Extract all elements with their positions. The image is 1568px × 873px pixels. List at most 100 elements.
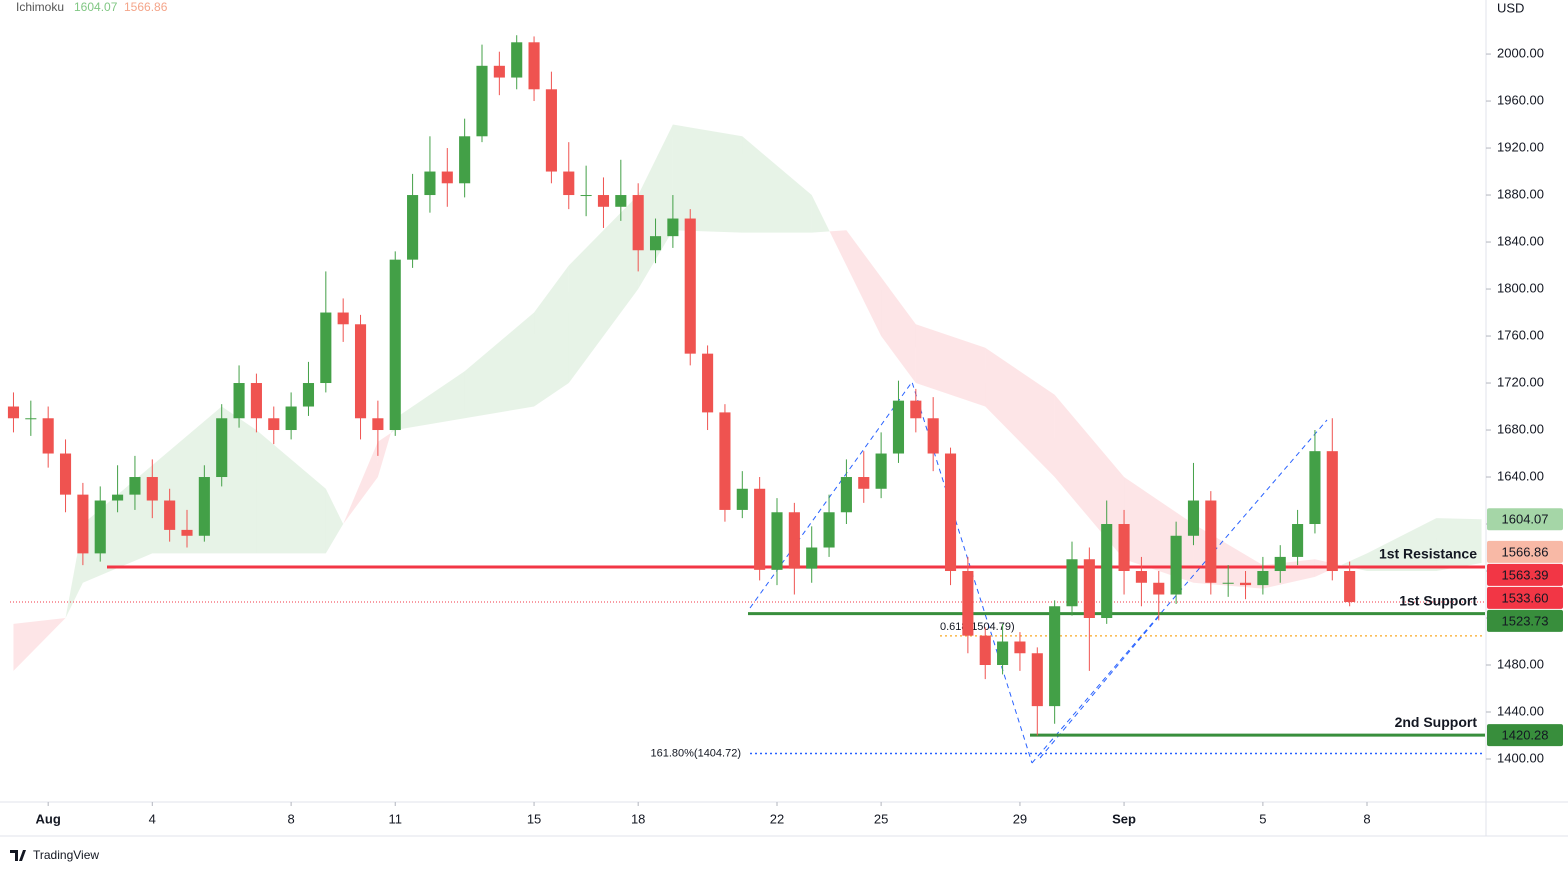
candle-body (944, 453, 957, 572)
candle-body (702, 353, 714, 413)
y-tick-label: 1960.00 (1497, 92, 1544, 107)
candle-body (268, 418, 280, 431)
cloud-segment (829, 230, 847, 266)
candle-body (1344, 571, 1356, 603)
candle-body (77, 494, 89, 554)
level-layer: 161.80%(1404.72) 0.618(1504.79) 1st Resist… (10, 546, 1485, 759)
candle-body (806, 547, 818, 569)
x-tick-label: 15 (527, 811, 541, 826)
x-tick-label: 18 (631, 811, 645, 826)
cloud-segment (256, 430, 326, 554)
candle-body (198, 477, 210, 536)
candle-body (216, 418, 228, 478)
candle-body (476, 65, 488, 137)
candle-body (771, 512, 783, 570)
candle-body (1101, 524, 1113, 619)
price-badge-label: 1533.60 (1502, 590, 1549, 605)
candle-body (858, 477, 870, 489)
price-badge-label: 1566.86 (1502, 544, 1549, 559)
candle-body (875, 453, 887, 489)
level-label: 1st Resistance (1379, 546, 1477, 562)
candle-body (1014, 641, 1026, 654)
candle-body (1292, 524, 1304, 557)
candle-body (1326, 451, 1338, 572)
fib-label: 161.80%(1404.72) (650, 747, 741, 759)
cloud-segment (464, 312, 535, 419)
candle-body (1066, 559, 1078, 607)
candle-body (754, 488, 766, 570)
price-badge-label: 1523.73 (1502, 613, 1549, 628)
x-tick-label: 8 (288, 811, 295, 826)
cloud-segment (221, 406, 257, 554)
candle-body (59, 453, 72, 495)
cloud-segment (325, 488, 344, 554)
cloud-segment (568, 195, 639, 384)
fib-label: 0.618(1504.79) (940, 621, 1015, 633)
candle-body (1153, 582, 1165, 595)
candle-body (1049, 606, 1061, 707)
candle-body (1083, 559, 1095, 619)
cloud-segment (672, 124, 743, 233)
cloud-segment (811, 195, 830, 233)
candle-body (112, 494, 124, 501)
candle-body (511, 42, 523, 78)
candle-body (910, 400, 922, 419)
candle-body (1170, 535, 1182, 595)
price-badge (1487, 724, 1563, 747)
candle-body (563, 171, 575, 196)
candle-body (962, 571, 974, 636)
brand-logo (10, 850, 26, 861)
x-tick-label: 8 (1363, 811, 1370, 826)
candle-body (1135, 571, 1147, 583)
candle-body (597, 195, 610, 207)
candle-body (1031, 653, 1043, 707)
brand-name: TradingView (33, 848, 99, 862)
cloud-segment (1436, 518, 1482, 572)
candle-body (320, 312, 332, 384)
y-tick-label: 1400.00 (1497, 750, 1544, 765)
indicator-value: 1566.86 (124, 0, 168, 14)
candle-body (823, 512, 835, 548)
candle-body (285, 406, 297, 431)
candle-body (1118, 524, 1130, 572)
candle-body (719, 412, 731, 510)
cloud-segment (343, 441, 378, 525)
indicator-value: 1604.07 (74, 0, 118, 14)
candle-body (528, 42, 540, 90)
candle-body (372, 418, 384, 431)
y-tick-label: 1440.00 (1497, 703, 1544, 718)
candle-body (129, 477, 141, 495)
x-tick-label: 29 (1013, 811, 1027, 826)
candle-body (997, 641, 1009, 666)
x-tick-label: 22 (770, 811, 784, 826)
candle-body (892, 400, 905, 454)
candle-body (25, 418, 37, 420)
price-badge (1487, 563, 1563, 586)
cloud-segment (915, 324, 986, 407)
candle-body (302, 383, 315, 407)
candle-body (7, 406, 20, 419)
candle-body (164, 500, 176, 530)
level-label: 1st Support (1399, 592, 1477, 608)
cloud-segment (395, 371, 465, 431)
candle-body (1274, 556, 1286, 572)
candle-body (493, 65, 505, 78)
indicator-legend: Ichimoku 1604.07 1566.86 (16, 0, 168, 14)
candle-body (459, 136, 471, 184)
candle-body (354, 324, 367, 419)
y-tick-label: 1680.00 (1497, 421, 1544, 436)
candle-body (1239, 582, 1252, 586)
candle-body (840, 477, 852, 513)
cloud-segment (881, 277, 916, 384)
brand: TradingView (10, 848, 99, 862)
x-tick-label: 4 (149, 811, 156, 826)
candle-body (424, 171, 436, 196)
cloud-layer (13, 124, 1482, 671)
y-tick-label: 1760.00 (1497, 327, 1544, 342)
price-badge-label: 1563.39 (1502, 567, 1549, 582)
y-tick-label: 2000.00 (1497, 45, 1544, 60)
candle-body (407, 195, 419, 260)
candle-body (441, 171, 453, 184)
